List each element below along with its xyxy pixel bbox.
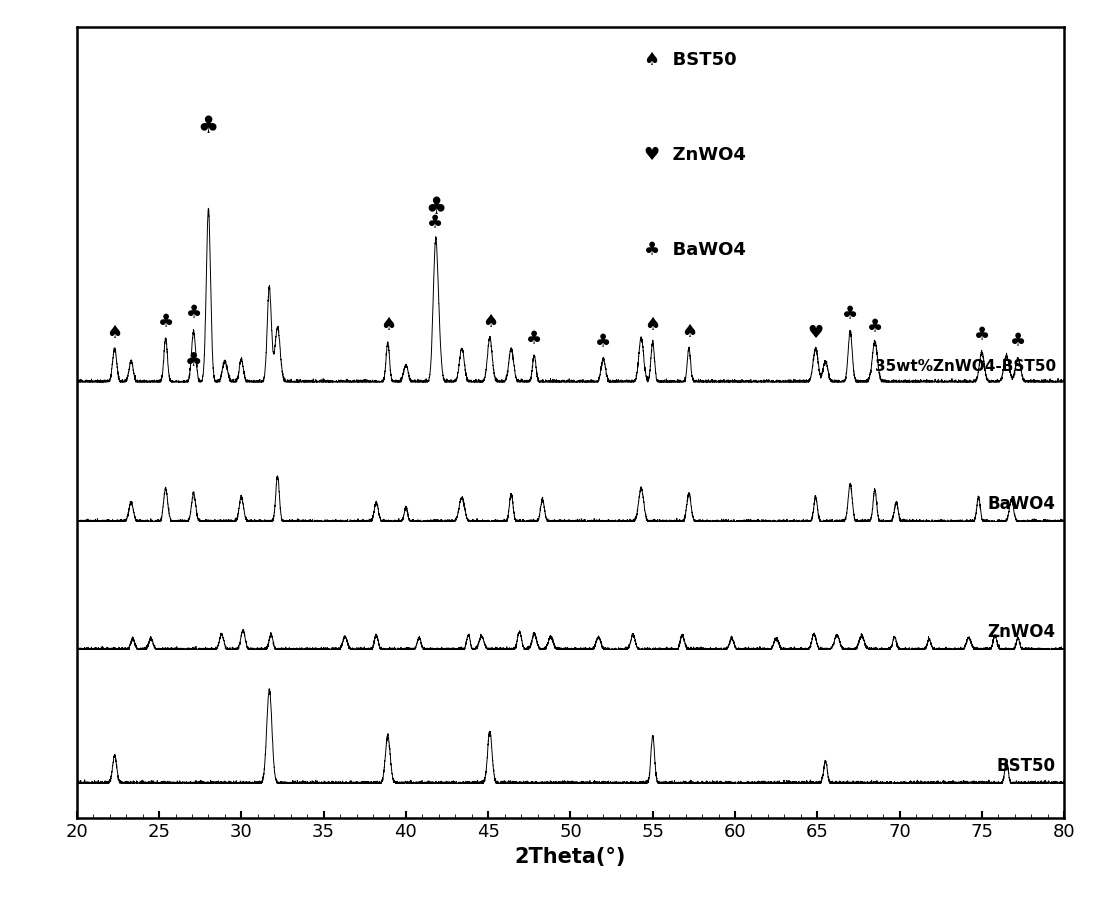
Text: ♠: ♠ [380, 316, 396, 335]
Text: ♣  BaWO4: ♣ BaWO4 [644, 241, 746, 259]
Text: ♠  BST50: ♠ BST50 [644, 51, 737, 69]
Text: ♠: ♠ [681, 324, 697, 341]
X-axis label: 2Theta(°): 2Theta(°) [514, 846, 626, 866]
Text: ♣: ♣ [867, 318, 883, 335]
Text: ♣: ♣ [185, 305, 202, 322]
Text: ♣: ♣ [428, 215, 443, 233]
Text: ♣: ♣ [842, 305, 858, 324]
Text: ♣: ♣ [1010, 333, 1026, 350]
Text: ♣: ♣ [974, 326, 989, 345]
Text: ♣: ♣ [527, 331, 542, 349]
Text: ♠: ♠ [482, 313, 498, 331]
Text: ♣: ♣ [197, 114, 219, 138]
Text: ♠: ♠ [106, 325, 123, 342]
Text: ♣: ♣ [425, 195, 446, 219]
Text: BST50: BST50 [997, 757, 1055, 775]
Text: ♣: ♣ [596, 334, 611, 352]
Text: ♣: ♣ [185, 352, 202, 370]
Text: ♥  ZnWO4: ♥ ZnWO4 [644, 146, 746, 164]
Text: BaWO4: BaWO4 [988, 495, 1055, 514]
Text: ♠: ♠ [645, 316, 660, 335]
Text: ♥: ♥ [807, 325, 824, 343]
Text: ♣: ♣ [158, 314, 173, 332]
Text: ZnWO4: ZnWO4 [987, 624, 1055, 642]
Text: 35wt%ZnWO4-BST50: 35wt%ZnWO4-BST50 [874, 359, 1055, 374]
